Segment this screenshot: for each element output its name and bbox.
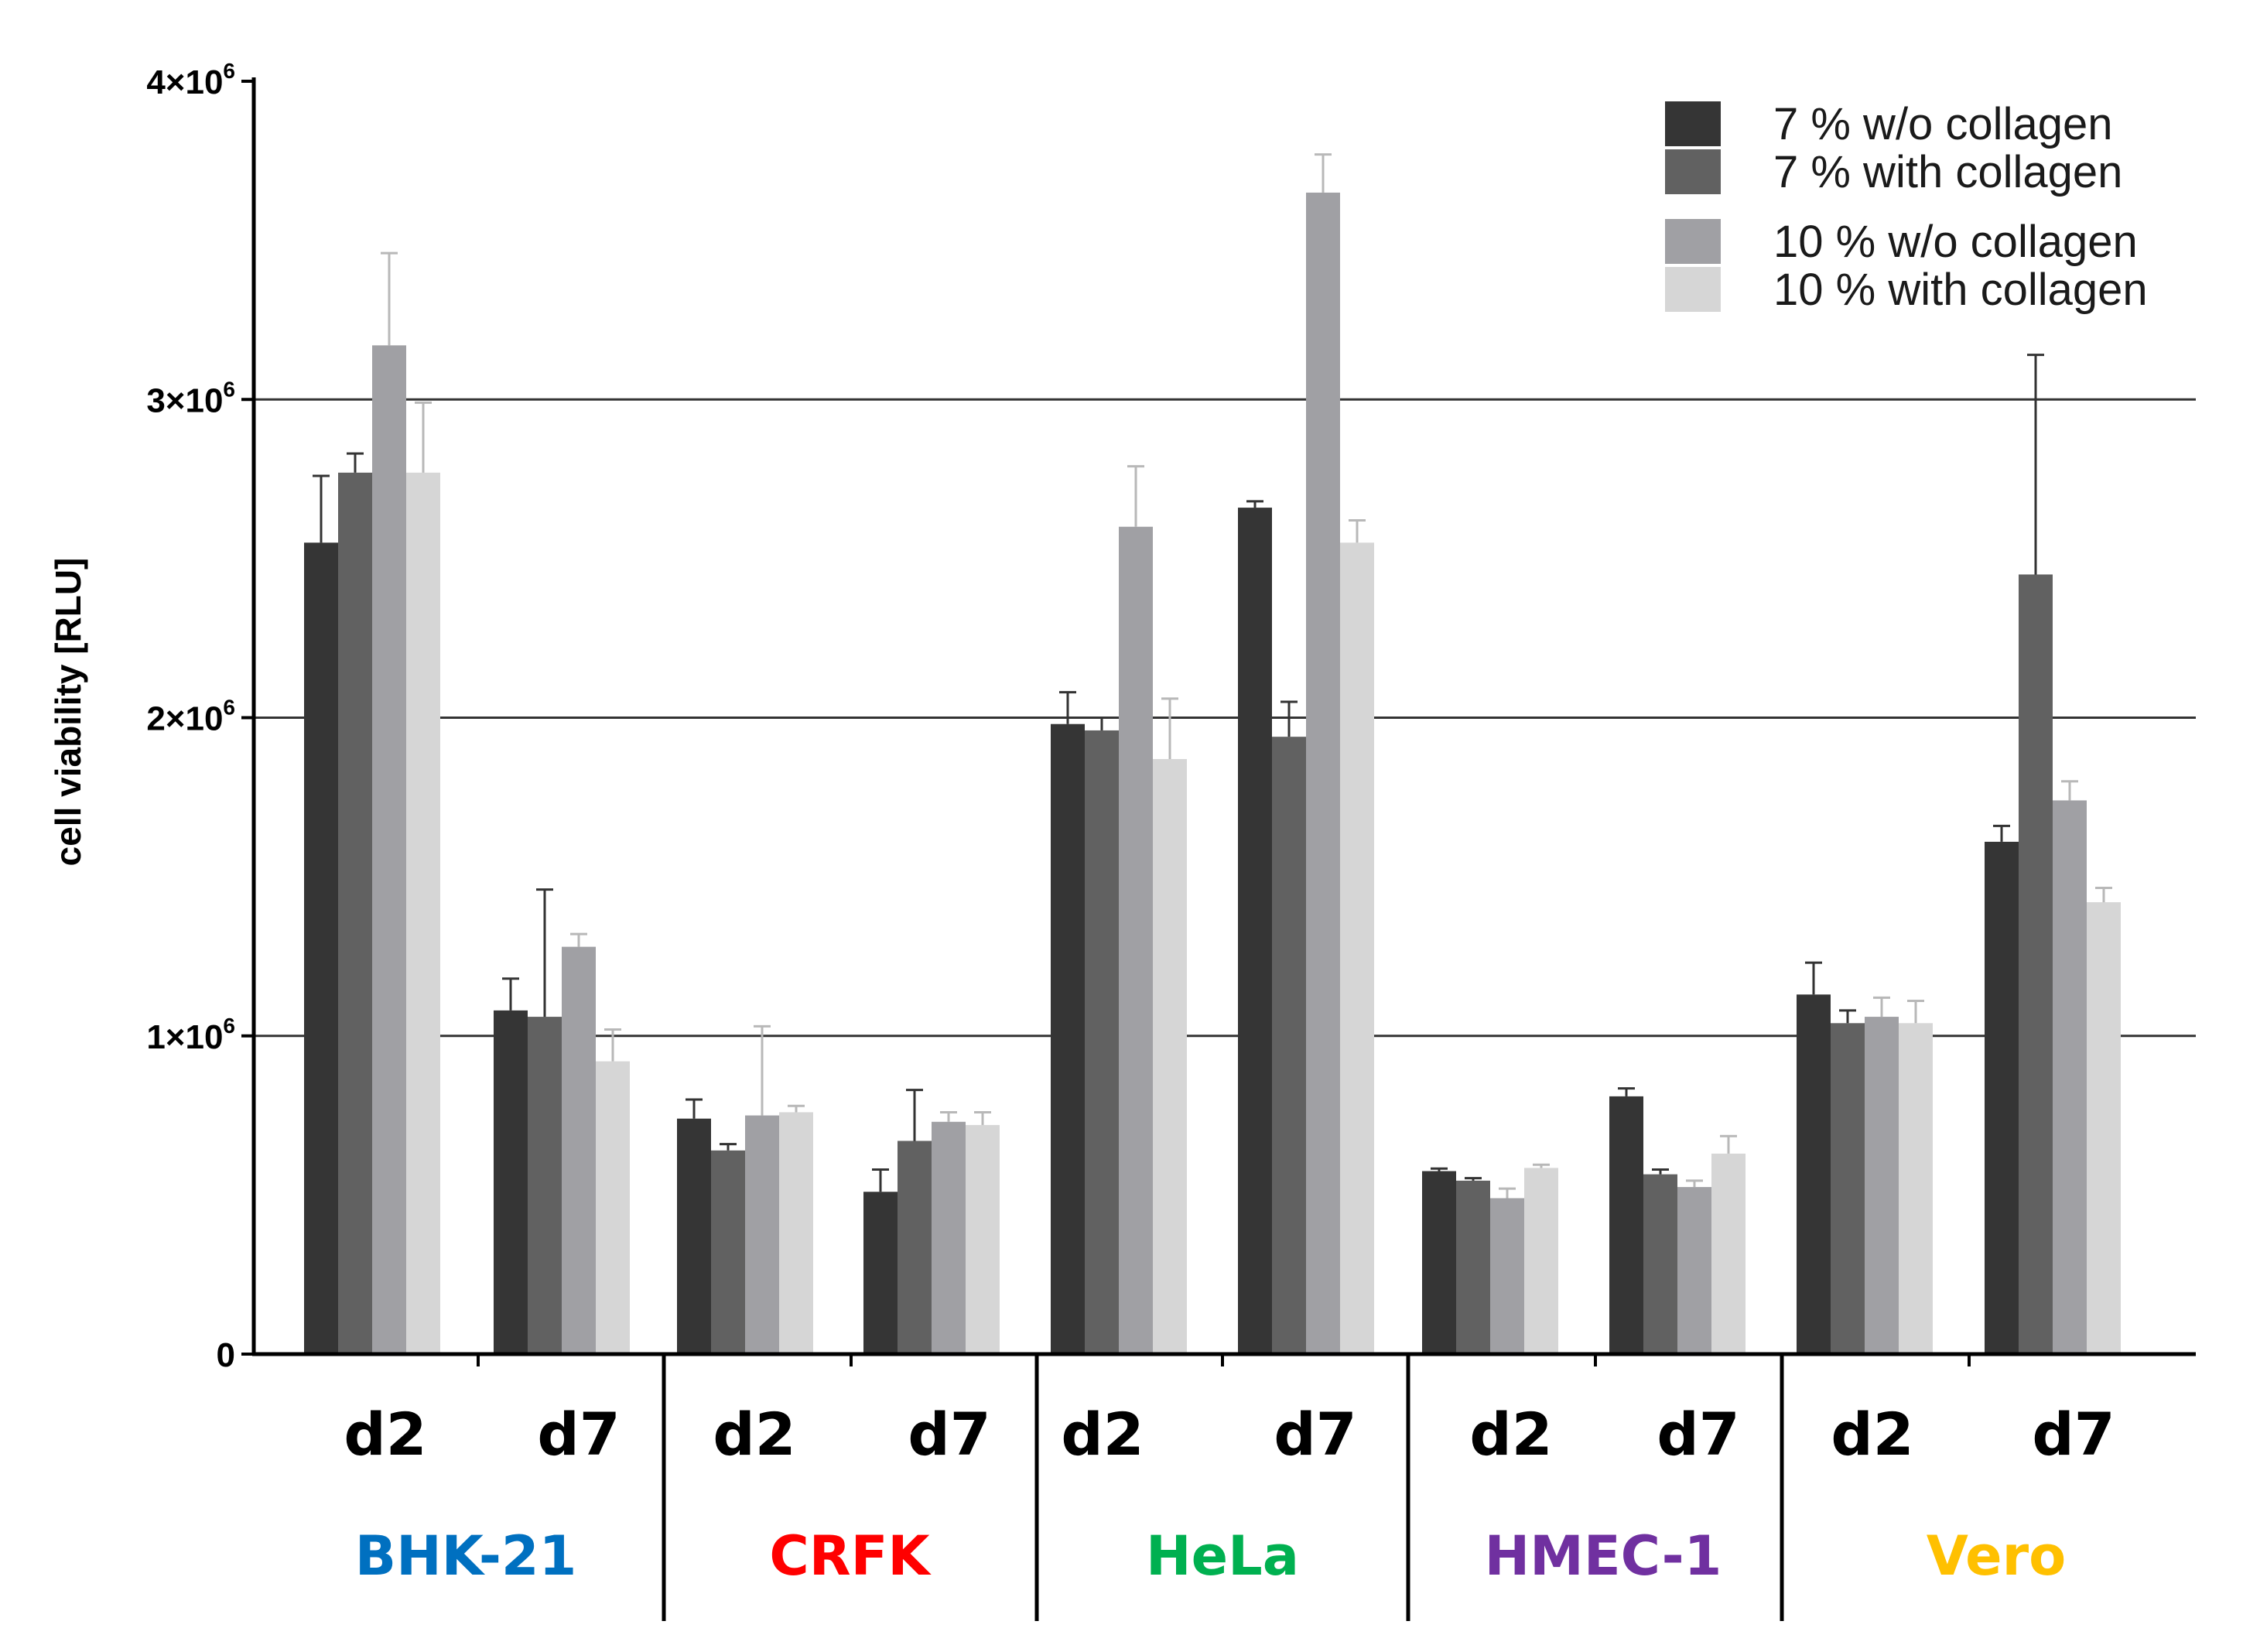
legend-swatch xyxy=(1665,267,1721,312)
day-label: d7 xyxy=(1657,1400,1739,1469)
bar xyxy=(932,1121,966,1354)
bar xyxy=(1797,994,1831,1354)
bars xyxy=(304,153,2121,1355)
bar xyxy=(1490,1198,1524,1354)
bar xyxy=(779,1112,813,1354)
bar xyxy=(1677,1187,1711,1354)
day-label: d7 xyxy=(2032,1400,2115,1469)
bar xyxy=(1238,508,1272,1355)
cell-line-label: HMEC-1 xyxy=(1485,1524,1722,1588)
day-label: d7 xyxy=(537,1400,620,1469)
bar xyxy=(1051,723,1085,1354)
legend-label: 10 % w/o collagen xyxy=(1773,217,2138,267)
y-tick-label-exponent: 6 xyxy=(223,696,235,720)
bar xyxy=(2019,574,2053,1354)
bar xyxy=(1085,730,1119,1354)
bar xyxy=(1643,1174,1677,1354)
day-label: d2 xyxy=(344,1400,426,1469)
bar xyxy=(1153,758,1187,1354)
bar xyxy=(745,1115,779,1354)
bar xyxy=(677,1118,711,1354)
y-tick-label: 0 xyxy=(217,1336,235,1374)
bar xyxy=(596,1061,630,1354)
y-axis-title: cell viability [RLU] xyxy=(48,558,88,867)
cell-line-label: BHK-21 xyxy=(355,1524,577,1588)
bar xyxy=(562,946,596,1354)
bar xyxy=(1422,1171,1456,1354)
bar xyxy=(304,542,338,1354)
legend-label: 7 % w/o collagen xyxy=(1773,99,2112,149)
legend-swatch xyxy=(1665,149,1721,194)
bar xyxy=(338,472,372,1354)
y-tick-label-base: 1×10 xyxy=(146,1018,223,1056)
day-label: d7 xyxy=(908,1400,990,1469)
y-tick-label: 2×106 xyxy=(146,696,235,738)
bar xyxy=(898,1141,932,1354)
bar xyxy=(528,1017,562,1354)
bar xyxy=(1831,1023,1865,1354)
y-tick-label-base: 3×10 xyxy=(146,381,223,419)
y-tick-label: 4×106 xyxy=(146,59,235,101)
bar xyxy=(1456,1180,1490,1354)
y-tick-label-base: 2×10 xyxy=(146,700,223,738)
y-tick-label-exponent: 6 xyxy=(223,59,235,83)
bar xyxy=(372,345,406,1354)
bar xyxy=(1711,1153,1746,1354)
bar xyxy=(1272,737,1306,1354)
y-tick-label-exponent: 6 xyxy=(223,1014,235,1038)
bar xyxy=(406,472,440,1354)
bar xyxy=(966,1124,1000,1354)
cell-line-label: HeLa xyxy=(1146,1524,1299,1588)
y-tick-label-base: 4×10 xyxy=(146,63,223,101)
day-label: d2 xyxy=(713,1400,795,1469)
day-label: d2 xyxy=(1469,1400,1552,1469)
bar xyxy=(1899,1023,1933,1354)
cell-line-label: CRFK xyxy=(769,1524,932,1588)
bar xyxy=(1865,1017,1899,1354)
y-tick-label-exponent: 6 xyxy=(223,377,235,401)
bar xyxy=(1306,192,1340,1354)
bar xyxy=(1119,526,1153,1354)
legend-swatch xyxy=(1665,101,1721,146)
y-tick-label: 1×106 xyxy=(146,1014,235,1056)
bar xyxy=(1340,542,1374,1354)
y-tick-label: 3×106 xyxy=(146,377,235,419)
bar xyxy=(1985,841,2019,1354)
bar xyxy=(711,1150,745,1354)
bar xyxy=(863,1192,898,1354)
legend-label: 7 % with collagen xyxy=(1773,147,2122,197)
cell-line-label: Vero xyxy=(1927,1524,2066,1588)
day-label: d2 xyxy=(1061,1400,1144,1469)
legend-label: 10 % with collagen xyxy=(1773,265,2148,315)
bar xyxy=(1524,1168,1558,1354)
bar xyxy=(2087,902,2121,1354)
bar xyxy=(1609,1096,1643,1354)
day-label: d7 xyxy=(1274,1400,1356,1469)
bar xyxy=(2053,800,2087,1354)
day-label: d2 xyxy=(1831,1400,1913,1469)
bar xyxy=(494,1010,528,1354)
legend-swatch xyxy=(1665,219,1721,264)
